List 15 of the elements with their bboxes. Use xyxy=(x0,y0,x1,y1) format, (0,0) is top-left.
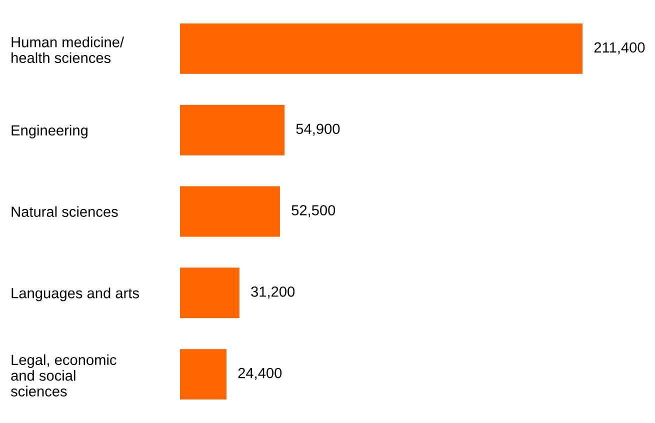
y-tick-label: Human medicine/ health sciences xyxy=(12,36,124,64)
data-label: 52,500 xyxy=(292,205,336,218)
data-label: 54,900 xyxy=(296,124,340,136)
y-tick-label: Legal, economic and social sciences xyxy=(10,354,116,396)
bar xyxy=(180,268,240,318)
y-tick-label: Engineering xyxy=(12,124,88,138)
data-label: 31,200 xyxy=(251,286,295,299)
bar xyxy=(180,23,583,74)
data-label: 24,400 xyxy=(238,368,282,380)
data-label: 211,400 xyxy=(594,42,645,54)
y-tick-label: Languages and arts xyxy=(12,288,139,302)
bar xyxy=(180,349,226,400)
bar xyxy=(180,186,280,237)
y-tick-label: Natural sciences xyxy=(12,206,118,217)
bar xyxy=(180,104,285,156)
